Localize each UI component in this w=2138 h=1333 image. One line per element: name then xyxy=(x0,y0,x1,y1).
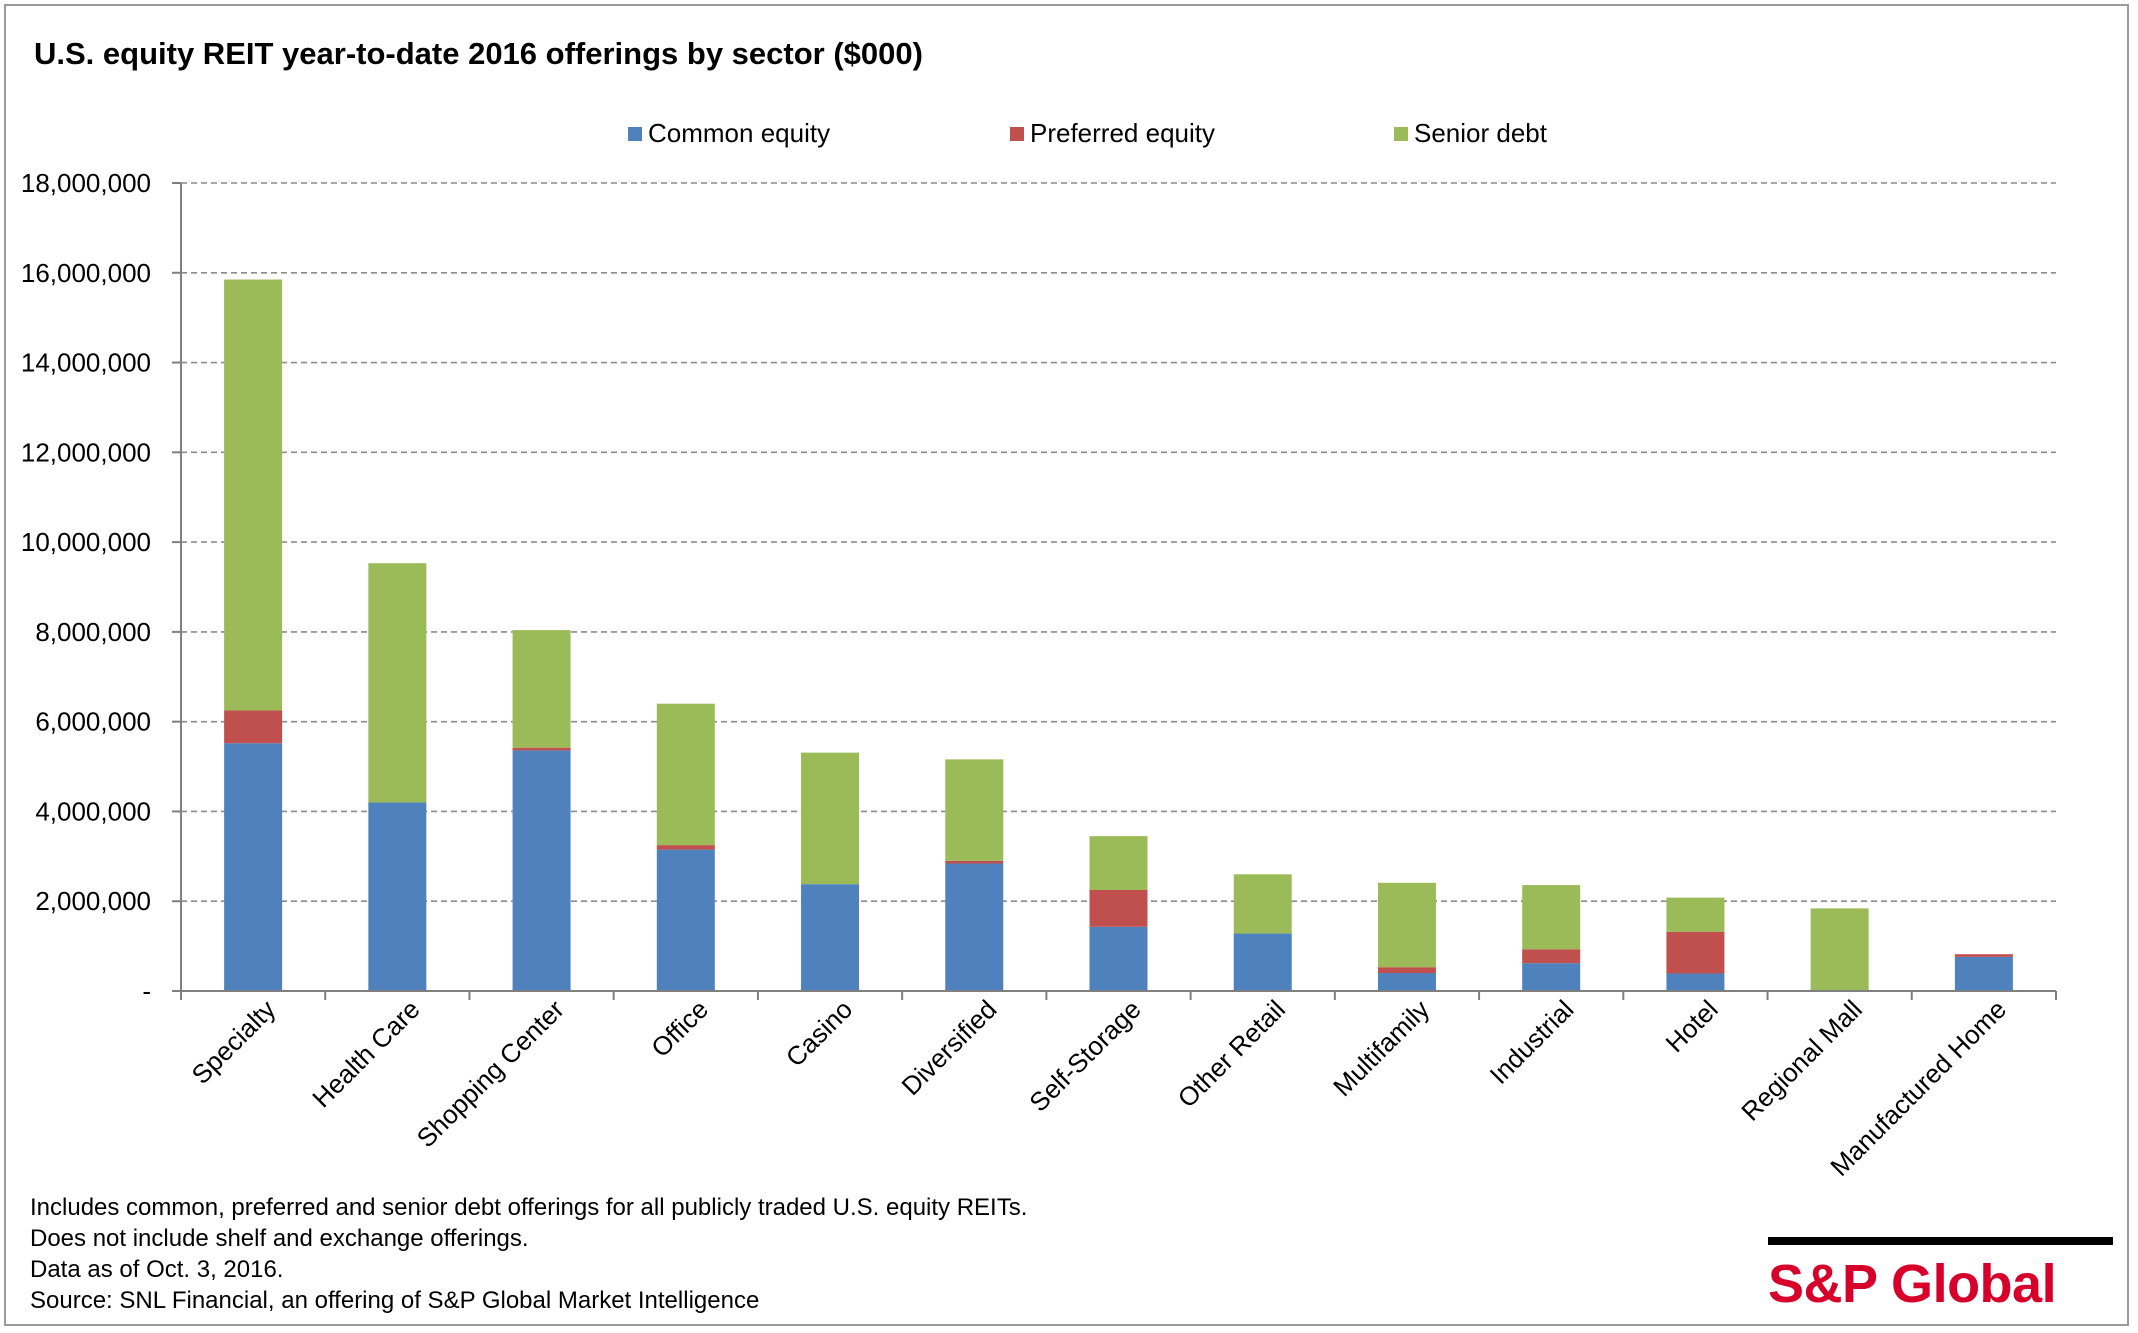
bar-common-equity-office xyxy=(656,849,715,991)
bar-senior-debt-health-care xyxy=(368,563,427,803)
y-tick-label: 4,000,000 xyxy=(35,796,151,826)
bar-senior-debt-multifamily xyxy=(1377,882,1436,968)
bar-common-equity-other-retail xyxy=(1233,933,1292,991)
x-tick-label: Specialty xyxy=(186,994,282,1090)
bar-common-equity-health-care xyxy=(368,802,427,991)
bar-common-equity-industrial xyxy=(1522,963,1581,991)
bar-common-equity-specialty xyxy=(224,743,283,991)
bar-senior-debt-other-retail xyxy=(1233,874,1292,934)
bar-common-equity-diversified xyxy=(945,863,1004,991)
bar-senior-debt-casino xyxy=(801,752,860,885)
chart-legend: Common equity Preferred equity Senior de… xyxy=(0,118,2138,158)
bar-preferred-equity-industrial xyxy=(1522,949,1581,964)
bar-preferred-equity-multifamily xyxy=(1377,967,1436,974)
legend-item-senior-debt: Senior debt xyxy=(1394,118,1547,149)
legend-item-common-equity: Common equity xyxy=(628,118,830,149)
bar-senior-debt-diversified xyxy=(945,759,1004,861)
bar-preferred-equity-hotel xyxy=(1666,931,1725,974)
bar-senior-debt-specialty xyxy=(224,279,283,711)
bar-preferred-equity-diversified xyxy=(945,860,1004,864)
footnotes: Includes common, preferred and senior de… xyxy=(30,1192,1027,1316)
bar-common-equity-multifamily xyxy=(1377,973,1436,991)
bar-preferred-equity-self-storage xyxy=(1089,890,1148,927)
y-tick-label: - xyxy=(142,976,151,1006)
x-tick-label: Multifamily xyxy=(1327,994,1435,1102)
x-tick-label: Office xyxy=(645,994,714,1063)
legend-item-preferred-equity: Preferred equity xyxy=(1010,118,1215,149)
bar-senior-debt-industrial xyxy=(1522,885,1581,950)
x-tick-label: Hotel xyxy=(1660,994,1724,1058)
y-tick-label: 2,000,000 xyxy=(35,886,151,916)
footnote-line: Includes common, preferred and senior de… xyxy=(30,1194,1028,1221)
bar-senior-debt-shopping-center xyxy=(512,630,571,748)
legend-swatch-common-equity xyxy=(628,126,642,141)
y-tick-label: 14,000,000 xyxy=(21,348,151,378)
bar-common-equity-manufactured-home xyxy=(1954,956,2013,991)
y-tick-label: 10,000,000 xyxy=(21,527,151,557)
bar-senior-debt-hotel xyxy=(1666,897,1725,932)
legend-label-preferred-equity: Preferred equity xyxy=(1030,118,1215,148)
y-tick-label: 8,000,000 xyxy=(35,617,151,647)
x-tick-label: Diversified xyxy=(895,994,1002,1101)
bar-preferred-equity-office xyxy=(656,845,715,850)
bar-senior-debt-office xyxy=(656,703,715,846)
bar-common-equity-casino xyxy=(801,884,860,991)
legend-label-common-equity: Common equity xyxy=(648,118,831,148)
brand-logo-bar xyxy=(1768,1237,2113,1245)
y-tick-label: 6,000,000 xyxy=(35,707,151,737)
y-tick-label: 16,000,000 xyxy=(21,258,151,288)
x-tick-label: Shopping Center xyxy=(411,994,570,1153)
y-tick-label: 18,000,000 xyxy=(21,168,151,198)
bar-preferred-equity-specialty xyxy=(224,710,283,744)
x-tick-label: Casino xyxy=(780,994,858,1072)
footnote-line: Source: SNL Financial, an offering of S&… xyxy=(30,1287,760,1314)
legend-swatch-preferred-equity xyxy=(1010,126,1024,141)
legend-label-senior-debt: Senior debt xyxy=(1414,118,1547,148)
bar-senior-debt-self-storage xyxy=(1089,836,1148,890)
bar-common-equity-shopping-center xyxy=(512,750,571,991)
x-tick-label: Other Retail xyxy=(1172,994,1291,1113)
x-tick-label: Self-Storage xyxy=(1023,994,1146,1117)
bar-preferred-equity-manufactured-home xyxy=(1954,954,2013,957)
brand-logo-text: S&P Global xyxy=(1768,1254,2057,1314)
footnote-line: Does not include shelf and exchange offe… xyxy=(30,1225,529,1252)
footnote-line: Data as of Oct. 3, 2016. xyxy=(30,1256,284,1283)
bar-preferred-equity-shopping-center xyxy=(512,747,571,751)
bar-common-equity-hotel xyxy=(1666,973,1725,991)
x-tick-label: Industrial xyxy=(1484,994,1580,1090)
x-tick-label: Health Care xyxy=(306,994,425,1113)
bar-common-equity-self-storage xyxy=(1089,926,1148,991)
chart-frame xyxy=(4,4,2129,1326)
bar-senior-debt-regional-mall xyxy=(1810,908,1869,991)
x-tick-label: Regional Mall xyxy=(1735,994,1868,1127)
y-tick-label: 12,000,000 xyxy=(21,437,151,467)
legend-swatch-senior-debt xyxy=(1394,126,1408,141)
chart-title: U.S. equity REIT year-to-date 2016 offer… xyxy=(34,36,923,71)
